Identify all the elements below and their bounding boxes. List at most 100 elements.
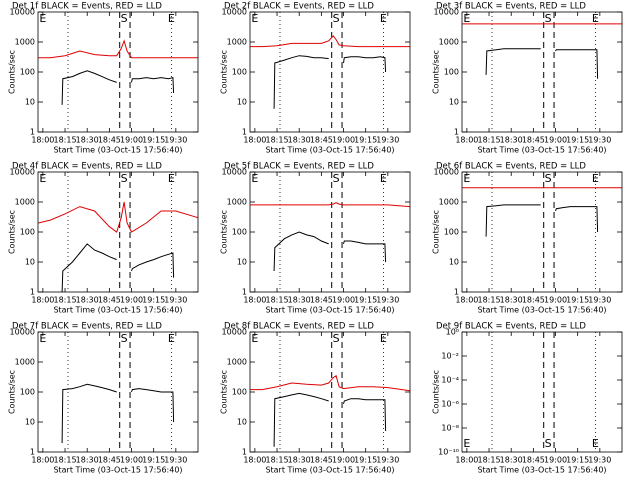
series-line	[38, 201, 199, 233]
y-axis-label: Counts/sec	[8, 370, 17, 414]
x-axis-label: Start Time (03-Oct-15 17:56:40)	[477, 146, 606, 155]
y-tick-label: 1	[242, 288, 247, 297]
x-tick-label: 18:30	[500, 296, 523, 305]
event-label: S	[333, 172, 340, 185]
series-line	[61, 70, 175, 105]
event-label: E	[463, 172, 470, 185]
y-tick-label: 10⁻²	[441, 352, 459, 361]
x-tick-label: 18:30	[76, 136, 99, 145]
x-tick-label: 18:00	[243, 296, 266, 305]
y-tick-label: 10	[449, 258, 459, 267]
x-tick-label: 19:00	[544, 136, 567, 145]
x-tick-label: 19:00	[332, 296, 355, 305]
y-tick-label: 10	[237, 258, 247, 267]
event-label: S	[545, 172, 552, 185]
event-label: E	[251, 172, 258, 185]
panel: Det 2f BLACK = Events, RED = LLD Start Ti…	[220, 2, 411, 155]
y-tick-label: 10⁰	[446, 328, 459, 337]
event-label: E	[251, 332, 258, 345]
event-label: S	[545, 12, 552, 25]
x-tick-label: 18:15	[54, 456, 77, 465]
x-tick-label: 18:30	[500, 456, 523, 465]
x-tick-label: 19:00	[120, 296, 143, 305]
y-tick-label: 10	[237, 98, 247, 107]
event-label: S	[121, 172, 128, 185]
panel-title: Det 3f BLACK = Events, RED = LLD	[436, 2, 586, 12]
y-tick-label: 1000	[15, 38, 35, 47]
x-axis-label: Start Time (03-Oct-15 17:56:40)	[477, 306, 606, 315]
panel-title: Det 5f BLACK = Events, RED = LLD	[224, 162, 374, 172]
panel-title: Det 9f BLACK = Events, RED = LLD	[436, 322, 586, 332]
event-label: E	[592, 12, 599, 25]
y-tick-label: 1000	[439, 198, 459, 207]
x-tick-label: 19:30	[376, 456, 399, 465]
panel: Det 6f BLACK = Events, RED = LLD Start Ti…	[432, 162, 623, 315]
x-tick-label: 19:15	[566, 296, 589, 305]
x-tick-label: 19:15	[354, 296, 377, 305]
series-line	[61, 383, 175, 444]
plot-frame	[37, 11, 199, 133]
event-label: E	[168, 332, 175, 345]
event-label: E	[251, 12, 258, 25]
y-axis-label: Counts/sec	[8, 210, 17, 254]
y-tick-label: 1	[242, 448, 247, 457]
panel: Det 8f BLACK = Events, RED = LLD Start Ti…	[220, 322, 411, 475]
y-tick-label: 100	[20, 68, 35, 77]
y-tick-label: 1000	[227, 198, 247, 207]
x-tick-label: 18:00	[243, 456, 266, 465]
event-label: S	[333, 12, 340, 25]
plot-frame	[249, 171, 411, 293]
x-tick-label: 18:30	[288, 296, 311, 305]
x-axis-label: Start Time (03-Oct-15 17:56:40)	[53, 466, 182, 475]
y-tick-label: 100	[444, 228, 459, 237]
x-axis-label: Start Time (03-Oct-15 17:56:40)	[265, 466, 394, 475]
x-tick-label: 19:15	[142, 136, 165, 145]
y-tick-label: 10000	[222, 168, 247, 177]
panel-title: Det 2f BLACK = Events, RED = LLD	[224, 2, 374, 12]
x-axis-label: Start Time (03-Oct-15 17:56:40)	[53, 306, 182, 315]
y-axis-label: Counts/sec	[432, 50, 441, 94]
y-tick-label: 100	[232, 388, 247, 397]
panel-title: Det 7f BLACK = Events, RED = LLD	[12, 322, 162, 332]
y-tick-label: 10⁻¹⁰	[438, 448, 459, 457]
x-tick-label: 18:45	[310, 456, 333, 465]
series-line	[250, 202, 411, 208]
x-axis-label: Start Time (03-Oct-15 17:56:40)	[265, 146, 394, 155]
x-tick-label: 19:30	[164, 456, 187, 465]
y-tick-label: 1	[30, 448, 35, 457]
series-line	[38, 39, 198, 59]
plot-frame	[37, 331, 199, 453]
x-tick-label: 19:30	[376, 296, 399, 305]
x-tick-label: 18:15	[54, 136, 77, 145]
y-axis-label: Counts/sec	[220, 50, 229, 94]
x-tick-label: 19:00	[332, 456, 355, 465]
x-axis-label: Start Time (03-Oct-15 17:56:40)	[477, 466, 606, 475]
series-line	[250, 374, 411, 392]
panel: Det 7f BLACK = Events, RED = LLD Start Ti…	[8, 322, 199, 475]
x-tick-label: 19:30	[588, 136, 611, 145]
y-tick-label: 100	[20, 228, 35, 237]
event-label: E	[168, 12, 175, 25]
event-label: E	[39, 12, 46, 25]
x-tick-label: 19:00	[120, 456, 143, 465]
plot-frame	[37, 171, 199, 293]
event-label: E	[592, 437, 599, 450]
y-tick-label: 1000	[439, 38, 459, 47]
x-tick-label: 18:00	[31, 456, 54, 465]
y-tick-label: 10000	[10, 328, 35, 337]
panel: Det 3f BLACK = Events, RED = LLD Start Ti…	[432, 2, 623, 155]
y-tick-label: 100	[232, 68, 247, 77]
y-tick-label: 1000	[15, 358, 35, 367]
y-tick-label: 10000	[434, 168, 459, 177]
x-tick-label: 18:30	[76, 296, 99, 305]
x-tick-label: 18:00	[455, 296, 478, 305]
series-line	[273, 392, 387, 447]
y-tick-label: 10000	[222, 8, 247, 17]
x-tick-label: 19:15	[354, 136, 377, 145]
y-axis-label: Counts/sec	[220, 370, 229, 414]
y-tick-label: 10000	[222, 328, 247, 337]
series-line	[273, 55, 387, 109]
event-label: E	[39, 332, 46, 345]
x-tick-label: 18:15	[266, 296, 289, 305]
event-label: E	[592, 172, 599, 185]
